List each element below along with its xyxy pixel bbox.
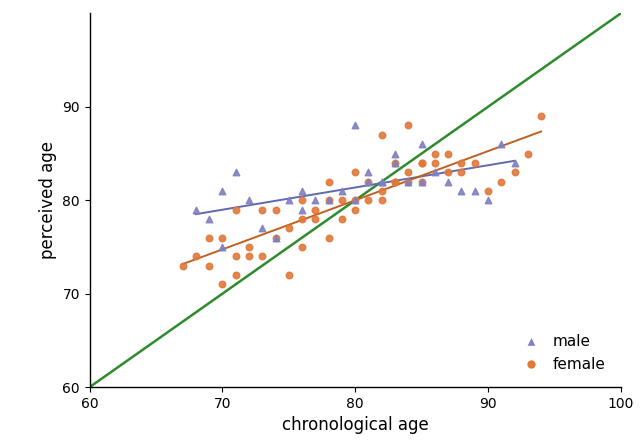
- male: [217, 187, 228, 194]
- female: [483, 187, 493, 194]
- female: [191, 253, 201, 260]
- male: [310, 197, 321, 204]
- female: [350, 206, 360, 213]
- male: [417, 141, 427, 148]
- male: [350, 197, 360, 204]
- female: [270, 206, 280, 213]
- female: [377, 131, 387, 138]
- female: [430, 150, 440, 157]
- female: [350, 197, 360, 204]
- female: [310, 215, 321, 222]
- female: [297, 215, 307, 222]
- male: [443, 178, 453, 185]
- X-axis label: chronological age: chronological age: [282, 417, 429, 434]
- female: [417, 178, 427, 185]
- female: [430, 159, 440, 166]
- male: [244, 197, 254, 204]
- female: [177, 262, 188, 269]
- male: [390, 159, 400, 166]
- male: [337, 187, 347, 194]
- female: [470, 159, 480, 166]
- female: [297, 243, 307, 251]
- female: [443, 169, 453, 176]
- male: [217, 243, 228, 251]
- female: [417, 159, 427, 166]
- female: [496, 178, 506, 185]
- male: [470, 187, 480, 194]
- female: [377, 187, 387, 194]
- male: [297, 206, 307, 213]
- male: [456, 187, 467, 194]
- female: [270, 234, 280, 241]
- male: [403, 178, 413, 185]
- female: [244, 253, 254, 260]
- female: [350, 169, 360, 176]
- female: [323, 197, 334, 204]
- male: [230, 169, 241, 176]
- male: [350, 122, 360, 129]
- female: [257, 253, 268, 260]
- female: [204, 262, 214, 269]
- male: [297, 187, 307, 194]
- female: [509, 169, 520, 176]
- female: [523, 150, 533, 157]
- female: [310, 206, 321, 213]
- female: [403, 122, 413, 129]
- female: [536, 113, 547, 120]
- male: [509, 159, 520, 166]
- female: [390, 178, 400, 185]
- female: [217, 234, 228, 241]
- female: [364, 197, 374, 204]
- male: [430, 169, 440, 176]
- female: [204, 234, 214, 241]
- female: [230, 271, 241, 279]
- female: [323, 178, 334, 185]
- female: [377, 197, 387, 204]
- female: [297, 197, 307, 204]
- female: [284, 271, 294, 279]
- female: [456, 159, 467, 166]
- female: [337, 197, 347, 204]
- male: [323, 197, 334, 204]
- female: [403, 169, 413, 176]
- male: [364, 169, 374, 176]
- female: [217, 281, 228, 288]
- female: [244, 243, 254, 251]
- male: [496, 141, 506, 148]
- male: [204, 215, 214, 222]
- Y-axis label: perceived age: perceived age: [38, 141, 57, 259]
- female: [230, 206, 241, 213]
- female: [390, 178, 400, 185]
- female: [230, 253, 241, 260]
- male: [191, 206, 201, 213]
- female: [337, 215, 347, 222]
- male: [284, 197, 294, 204]
- female: [364, 178, 374, 185]
- male: [257, 225, 268, 232]
- Legend: male, female: male, female: [508, 327, 613, 380]
- male: [483, 197, 493, 204]
- female: [456, 169, 467, 176]
- female: [390, 159, 400, 166]
- female: [417, 159, 427, 166]
- male: [377, 178, 387, 185]
- male: [364, 178, 374, 185]
- male: [270, 234, 280, 241]
- female: [403, 178, 413, 185]
- male: [417, 178, 427, 185]
- female: [284, 225, 294, 232]
- female: [257, 206, 268, 213]
- female: [323, 234, 334, 241]
- female: [443, 150, 453, 157]
- male: [377, 178, 387, 185]
- male: [390, 150, 400, 157]
